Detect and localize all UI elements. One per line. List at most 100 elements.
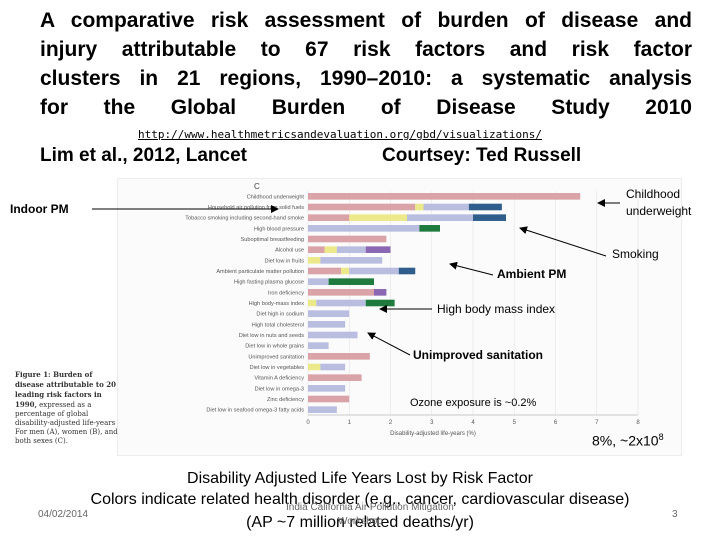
figure-caption-legend: For men (A), women (B), and both sexes (… — [15, 428, 118, 445]
bar-segment — [308, 203, 416, 211]
slide-title: A comparative risk assessment of burden … — [40, 6, 692, 122]
footer-center: India California Air Pollution Mitigatio… — [286, 502, 454, 513]
title-line: A comparative risk assessment of burden … — [40, 9, 692, 32]
category-label: Alcohol use — [275, 248, 304, 254]
category-label: Childhood underweight — [247, 194, 305, 200]
bar-segment — [407, 214, 473, 221]
category-label: Tobacco smoking including second-hand sm… — [185, 216, 304, 222]
figure-panel: C 0 1 2 3 4 5 6 7 8 Disability-adjusted life-years… — [117, 178, 682, 456]
bar-segment — [308, 342, 329, 349]
title-line: for the Global Burden of Disease Study 2… — [40, 96, 692, 119]
category-label: Suboptimal breastfeeding — [241, 237, 304, 243]
bar-segment — [308, 225, 420, 232]
arrow-ambient-pm — [449, 261, 494, 276]
x-tick-label: 4 — [471, 420, 475, 426]
category-label: Ambient particulate matter pollution — [216, 269, 304, 275]
annotation-smoking: Smoking — [612, 247, 659, 261]
bar-segment — [423, 203, 469, 211]
annotation-indoor-pm: Indoor PM — [10, 202, 69, 216]
bar-segment — [374, 289, 387, 296]
bar-segment — [308, 310, 350, 317]
figure-caption-bold: Figure 1: Burden of disease attributable… — [15, 370, 116, 409]
bottom-line-3: (AP ~7 million related deaths/yr) — [246, 514, 474, 531]
annotation-bmi: High body mass index — [437, 302, 556, 316]
x-tick-label: 0 — [306, 420, 310, 426]
panel-label: C — [254, 182, 260, 191]
bar-segment — [308, 278, 329, 285]
category-label: High total cholesterol — [252, 322, 304, 328]
bar-segment — [308, 331, 358, 339]
bottom-line-1: Disability Adjusted Life Years Lost by R… — [187, 470, 533, 487]
title-line: injury attributable to 67 risk factors a… — [40, 38, 692, 61]
bar-segment — [308, 235, 387, 243]
bar-segment — [308, 374, 362, 381]
bar-segment — [398, 267, 416, 275]
bar-segment — [308, 289, 374, 296]
bar-segment — [320, 257, 383, 264]
title-line: clusters in 21 regions, 1990–2010: a sys… — [40, 67, 692, 90]
category-label: Vitamin A deficiency — [254, 376, 304, 382]
bar-segment — [308, 214, 350, 221]
footer-date: 04/02/2014 — [38, 509, 89, 520]
bar-segment — [336, 246, 366, 253]
x-axis-label: Disability-adjusted life-years (%) — [390, 431, 476, 437]
category-label: Diet low in omega-3 — [255, 386, 304, 392]
arrow-sanitation — [367, 332, 411, 356]
annotation-ozone: Ozone exposure is ~0.2% — [410, 397, 537, 409]
category-label: Diet low in seafood omega-3 fatty acids — [206, 408, 304, 414]
x-tick-label: 5 — [513, 420, 517, 426]
source-link[interactable]: http://www.healthmetricsandevaluation.or… — [138, 128, 542, 141]
annotation-childhood-text: Childhood underweight — [626, 187, 692, 218]
bar-segment — [308, 321, 346, 328]
x-tick-label: 6 — [554, 420, 558, 426]
bar-segment — [308, 299, 317, 307]
bar-segment — [341, 267, 350, 275]
category-label: Zinc deficiency — [267, 397, 304, 403]
category-label: Iron deficiency — [268, 290, 304, 296]
bar-segment — [473, 214, 506, 221]
x-tick-label: 1 — [348, 420, 352, 426]
figure-caption: Figure 1: Burden of disease attributable… — [15, 370, 120, 446]
bar-segment — [316, 299, 366, 307]
annotation-sanitation: Unimproved sanitation — [413, 348, 544, 362]
bar-segment — [308, 193, 581, 200]
bar-segment — [308, 363, 321, 371]
bar-segment — [349, 214, 407, 221]
category-label: Household air pollution from solid fuels — [208, 205, 304, 211]
bar-segment — [308, 267, 341, 275]
bar-segment — [324, 246, 337, 253]
bar-segment — [320, 363, 346, 371]
annotation-pm-share: 8%, ~2x108 — [592, 432, 664, 449]
bar-segment — [349, 267, 399, 275]
annotation-ambient-pm: Ambient PM — [497, 267, 567, 281]
pm-share-text: 8%, ~2x10 — [592, 432, 659, 449]
x-tick-label: 2 — [389, 420, 393, 426]
bar-segment — [365, 246, 391, 253]
bar-segment — [468, 203, 502, 211]
category-label: Diet low in nuts and seeds — [239, 333, 305, 339]
bar-segment — [308, 395, 350, 403]
bar-segment — [308, 353, 370, 360]
category-label: Unimproved sanitation — [248, 354, 304, 360]
figure-caption-rest: expressed as a percentage of global disa… — [15, 401, 116, 427]
bar-segment — [308, 385, 346, 392]
bar-segment — [308, 406, 337, 413]
bar-segment — [415, 203, 424, 211]
category-label: Diet low in whole grains — [245, 344, 304, 350]
citation: Lim et al., 2012, Lancet — [40, 145, 247, 166]
x-tick-label: 7 — [595, 420, 599, 426]
footer-page-number: 3 — [672, 509, 678, 520]
x-tick-label: 3 — [430, 420, 434, 426]
bar-segment — [365, 299, 395, 307]
bar-segment — [419, 225, 440, 232]
arrow-smoking — [519, 226, 607, 257]
category-label: Diet low in fruits — [265, 258, 305, 264]
risk-factor-chart: C 0 1 2 3 4 5 6 7 8 Disability-adjusted life-years… — [185, 182, 640, 437]
annotation-childhood: Childhood underweight — [626, 186, 716, 220]
bar-segment — [328, 278, 374, 285]
category-label: High body-mass index — [249, 301, 305, 307]
category-label: High fasting plasma glucose — [234, 280, 304, 286]
category-label: High blood pressure — [254, 226, 304, 232]
category-label: Diet high in sodium — [256, 312, 304, 318]
